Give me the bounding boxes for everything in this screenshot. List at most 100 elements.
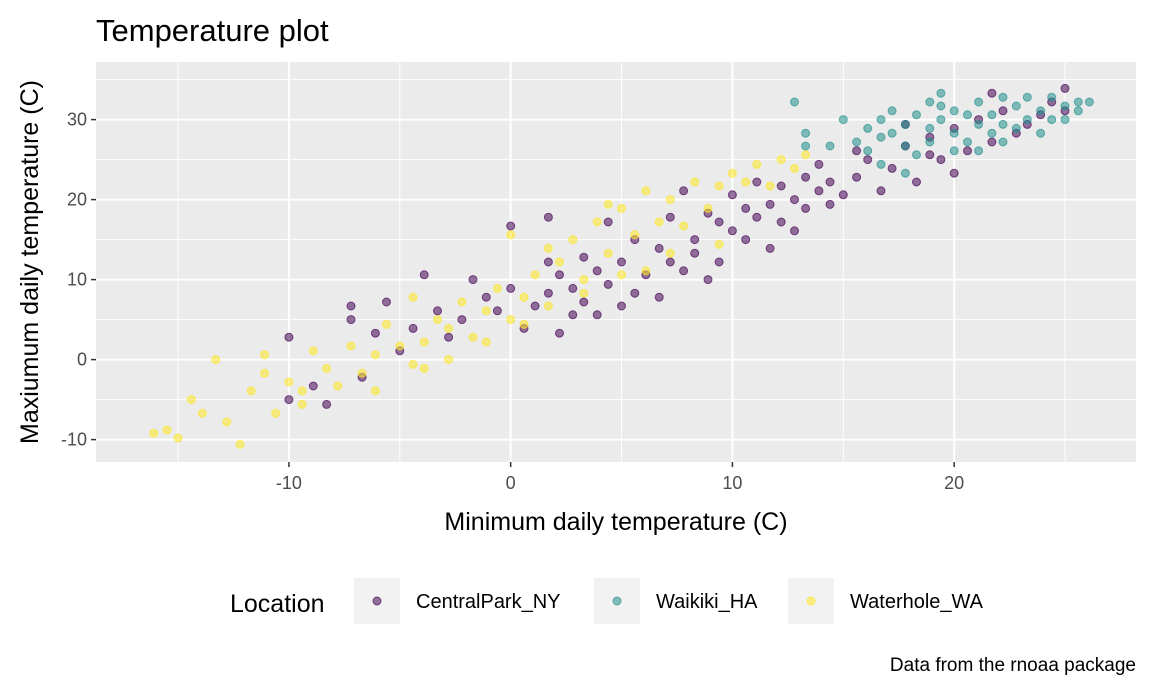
data-point: [173, 433, 183, 443]
data-point: [974, 97, 984, 107]
data-point: [1060, 115, 1070, 125]
data-point: [679, 266, 689, 276]
x-axis-title: Minimum daily temperature (C): [444, 508, 787, 536]
data-point: [654, 292, 664, 302]
data-point: [419, 337, 429, 347]
data-point: [974, 119, 984, 129]
series-CentralPark_NY: [284, 83, 1070, 409]
data-point: [825, 177, 835, 187]
data-point: [543, 243, 553, 253]
data-point: [333, 381, 343, 391]
data-point: [876, 186, 886, 196]
caption: Data from the rnoaa package: [890, 655, 1136, 676]
data-point: [617, 203, 626, 213]
data-point: [555, 328, 564, 338]
data-point: [617, 301, 626, 311]
data-point: [887, 106, 897, 116]
data-point: [690, 248, 700, 258]
data-point: [949, 106, 959, 116]
data-point: [665, 212, 675, 222]
data-point: [370, 328, 380, 338]
data-point: [876, 115, 886, 125]
legend-marker: [806, 596, 816, 606]
data-point: [838, 115, 848, 125]
y-axis-ticks: -10 0 10 20 30: [61, 110, 96, 450]
data-point: [433, 306, 442, 316]
data-point: [506, 221, 516, 231]
plot-panel: [96, 62, 1136, 462]
data-point: [211, 355, 221, 365]
data-point: [765, 181, 775, 191]
data-point: [936, 88, 946, 98]
data-point: [925, 137, 935, 147]
data-point: [579, 252, 589, 262]
data-point: [801, 128, 811, 138]
data-point: [641, 266, 651, 276]
data-point: [1036, 128, 1046, 138]
data-point: [741, 235, 751, 245]
legend-marker: [372, 596, 382, 606]
data-point: [949, 128, 959, 138]
data-point: [801, 203, 811, 213]
data-point: [752, 177, 762, 187]
data-point: [457, 315, 467, 325]
data-point: [592, 217, 602, 227]
data-point: [727, 190, 737, 200]
data-point: [370, 350, 380, 360]
data-point: [1036, 106, 1046, 116]
data-point: [776, 181, 786, 191]
data-point: [630, 288, 640, 298]
data-point: [654, 217, 664, 227]
data-point: [457, 297, 467, 307]
data-point: [444, 355, 454, 365]
data-point: [665, 248, 675, 258]
data-point: [555, 270, 564, 280]
data-point: [900, 168, 910, 178]
data-point: [714, 257, 724, 267]
data-point: [568, 283, 578, 293]
data-point: [801, 141, 811, 151]
legend-label: CentralPark_NY: [416, 591, 561, 613]
data-point: [936, 115, 946, 125]
y-tick-label: 30: [67, 110, 87, 130]
data-point: [963, 110, 972, 120]
data-point: [925, 150, 935, 160]
y-tick-label: 20: [67, 190, 87, 210]
data-point: [506, 230, 516, 240]
data-point: [579, 297, 589, 307]
data-point: [271, 408, 281, 418]
data-point: [543, 288, 553, 298]
series-Waikiki_HA: [790, 88, 1094, 178]
data-point: [987, 137, 997, 147]
data-point: [419, 363, 429, 373]
data-point: [297, 386, 307, 396]
data-point: [1073, 106, 1083, 116]
x-tick-label: -10: [276, 473, 302, 493]
data-point: [444, 332, 454, 342]
data-point: [949, 146, 959, 156]
data-point: [998, 92, 1008, 102]
data-point: [987, 128, 997, 138]
data-point: [876, 159, 886, 169]
data-point: [382, 319, 391, 329]
data-point: [530, 301, 540, 311]
data-point: [900, 119, 910, 129]
legend-title: Location: [230, 590, 325, 618]
data-point: [579, 275, 589, 285]
data-point: [949, 168, 959, 178]
y-axis-title: Maxiumum daily temperature (C): [16, 80, 44, 444]
data-point: [481, 337, 491, 347]
y-tick-label: 10: [67, 270, 87, 290]
data-point: [703, 275, 713, 285]
x-tick-label: 0: [506, 473, 516, 493]
data-point: [654, 243, 664, 253]
data-point: [568, 235, 578, 245]
data-point: [900, 141, 910, 151]
data-point: [519, 292, 529, 302]
data-point: [408, 323, 418, 333]
data-point: [863, 146, 873, 156]
data-point: [603, 248, 613, 258]
data-point: [1011, 123, 1021, 133]
data-point: [801, 172, 811, 182]
data-point: [714, 217, 724, 227]
